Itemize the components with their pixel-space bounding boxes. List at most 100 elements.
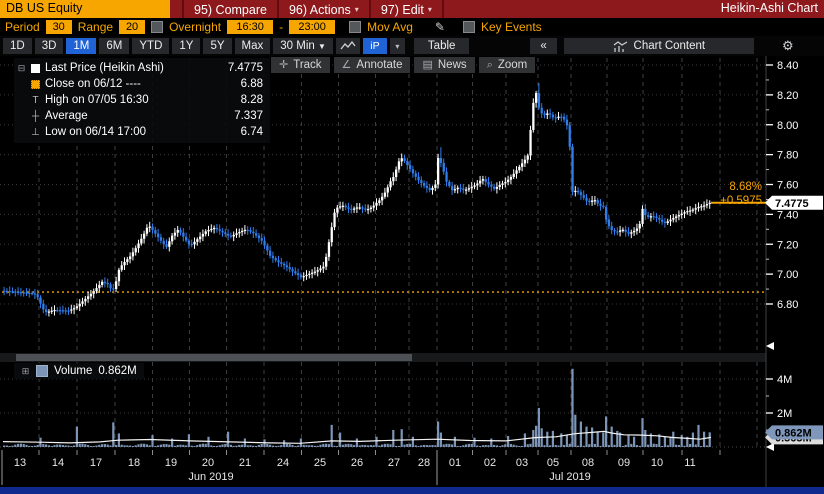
- svg-text:25: 25: [314, 457, 326, 469]
- low-tee: ⊥: [31, 126, 40, 138]
- legend-row-0: ⊟ Last Price (Heikin Ashi) 7.4775: [17, 60, 265, 76]
- price-axis: 8.40 8.20 8.00 7.80 7.60 7.40 7.20 7.00 6.80: [765, 56, 798, 487]
- chart-area: 8.40 8.20 8.00 7.80 7.60 7.40 7.20 7.00 6.80 4M 2M…: [0, 56, 824, 494]
- svg-text:7.60: 7.60: [777, 180, 798, 192]
- settings-bar: Period Range Overnight - Mov Avg ✎ Key E…: [0, 18, 824, 36]
- date-axis: 13 14 17 18 19 20 21 24 25 26 27 28 01 02 03 05 08 09 10 11…: [1, 450, 721, 485]
- svg-text:7.4775: 7.4775: [775, 198, 809, 210]
- collapse-button[interactable]: «: [530, 38, 557, 54]
- menu-button-compare[interactable]: 95) Compare: [182, 0, 277, 18]
- line-chart-icon: [340, 41, 356, 50]
- svg-text:19: 19: [165, 457, 177, 469]
- zoom-button[interactable]: ⌕ Zoom: [478, 57, 536, 73]
- svg-text:01: 01: [449, 457, 461, 469]
- expander-icon[interactable]: ⊟: [17, 62, 26, 73]
- chart-content-icon: [613, 40, 627, 52]
- period-label: Period: [5, 20, 40, 34]
- legend-value: 7.337: [234, 110, 263, 122]
- svg-text:21: 21: [239, 457, 251, 469]
- button-label: Track: [293, 59, 322, 71]
- mov-avg-checkbox[interactable]: [349, 21, 362, 33]
- button-label: Zoom: [497, 59, 528, 71]
- session-end-input[interactable]: [289, 20, 336, 34]
- chart-toolbar: 1D 3D 1M 6M YTD 1Y 5Y Max 30 Min ▼ iP ▾ Table «…: [0, 36, 824, 56]
- price-legend[interactable]: ⊟ Last Price (Heikin Ashi) 7.4775 Close on …: [14, 58, 270, 143]
- avg-cross: ┼: [31, 110, 40, 122]
- range-button-6m[interactable]: 6M: [99, 38, 130, 54]
- legend-value: 6.74: [240, 126, 263, 138]
- chart-content-button[interactable]: Chart Content: [563, 38, 754, 54]
- legend-value: 7.4775: [227, 62, 263, 74]
- legend-label: Average: [45, 110, 88, 122]
- svg-text:02: 02: [484, 457, 496, 469]
- range-button-1y[interactable]: 1Y: [172, 38, 201, 54]
- period-input[interactable]: [45, 20, 72, 34]
- table-button[interactable]: Table: [413, 38, 470, 54]
- svg-text:13: 13: [14, 457, 26, 469]
- range-button-1d[interactable]: 1D: [3, 38, 32, 54]
- panel-scrollbar: [0, 353, 766, 362]
- overnight-checkbox[interactable]: [151, 21, 164, 33]
- title-menu-buttons: 95) Compare 96) Actions ▾ 97) Edit ▾: [182, 0, 444, 18]
- track-button[interactable]: ✛ Track: [271, 57, 330, 73]
- svg-text:11: 11: [684, 457, 695, 469]
- gear-icon[interactable]: ⚙: [782, 38, 794, 53]
- legend-label: Last Price (Heikin Ashi): [45, 62, 164, 74]
- svg-text:10: 10: [651, 457, 663, 469]
- menu-button-edit[interactable]: 97) Edit ▾: [368, 0, 444, 18]
- key-events-label: Key Events: [480, 20, 542, 34]
- high-tee: T: [32, 94, 39, 106]
- svg-text:14: 14: [52, 457, 64, 469]
- expander-icon[interactable]: ⊞: [21, 365, 30, 376]
- style-dropdown-caret[interactable]: ▾: [389, 38, 405, 54]
- svg-text:0.862M: 0.862M: [775, 427, 812, 439]
- range-label: Range: [77, 20, 114, 34]
- volume-swatch: [36, 365, 48, 377]
- legend-row-1: Close on 06/12 ---- 6.88: [17, 76, 265, 92]
- news-button[interactable]: ▤ News: [414, 57, 475, 73]
- svg-text:7.40: 7.40: [777, 209, 798, 221]
- annotate-button[interactable]: ∠ Annotate: [333, 57, 411, 73]
- range-button-3d[interactable]: 3D: [34, 38, 64, 54]
- volume-label: Volume: [54, 365, 93, 377]
- range-button-1m[interactable]: 1M: [66, 38, 97, 54]
- intraday-picture-button[interactable]: iP: [362, 38, 387, 54]
- svg-text:Jul 2019: Jul 2019: [549, 471, 591, 483]
- legend-label: Low on 06/14 17:00: [45, 126, 147, 138]
- magnifier-icon: ⌕: [486, 59, 493, 71]
- scrollbar-thumb[interactable]: [16, 354, 412, 361]
- svg-text:03: 03: [516, 457, 528, 469]
- overnight-label: Overnight: [169, 20, 222, 34]
- session-start-input[interactable]: [227, 20, 274, 34]
- svg-text:26: 26: [351, 457, 363, 469]
- white-square: [31, 63, 40, 73]
- vertical-gridlines: [38, 58, 758, 450]
- svg-text:17: 17: [90, 457, 102, 469]
- key-events-checkbox[interactable]: [462, 21, 475, 33]
- range-input[interactable]: [119, 20, 146, 34]
- range-button-5y[interactable]: 5Y: [203, 38, 232, 54]
- interval-dropdown[interactable]: 30 Min ▼: [273, 38, 333, 54]
- svg-text:8.20: 8.20: [777, 90, 798, 102]
- volume-legend[interactable]: ⊞ Volume 0.862M: [14, 363, 144, 379]
- range-button-max[interactable]: Max: [234, 38, 271, 54]
- annotate-icon: ∠: [341, 59, 352, 71]
- svg-text:6.80: 6.80: [777, 299, 798, 311]
- legend-value: 8.28: [240, 94, 263, 106]
- svg-text:09: 09: [618, 457, 630, 469]
- volume-axis: 4M 2M: [766, 374, 792, 451]
- line-chart-style-button[interactable]: [335, 38, 360, 54]
- svg-text:24: 24: [277, 457, 289, 469]
- svg-text:18: 18: [128, 457, 140, 469]
- button-label: Annotate: [356, 59, 403, 71]
- svg-text:27: 27: [388, 457, 400, 469]
- legend-row-2: T High on 07/05 16:30 8.28: [17, 92, 265, 108]
- range-button-ytd[interactable]: YTD: [132, 38, 170, 54]
- menu-button-actions[interactable]: 96) Actions ▾: [276, 0, 369, 18]
- pencil-icon[interactable]: ✎: [434, 20, 445, 34]
- title-bar: DB US Equity 95) Compare 96) Actions ▾ 97) …: [0, 0, 824, 18]
- security-ticker[interactable]: DB US Equity: [0, 0, 170, 18]
- svg-text:Jun 2019: Jun 2019: [188, 471, 233, 483]
